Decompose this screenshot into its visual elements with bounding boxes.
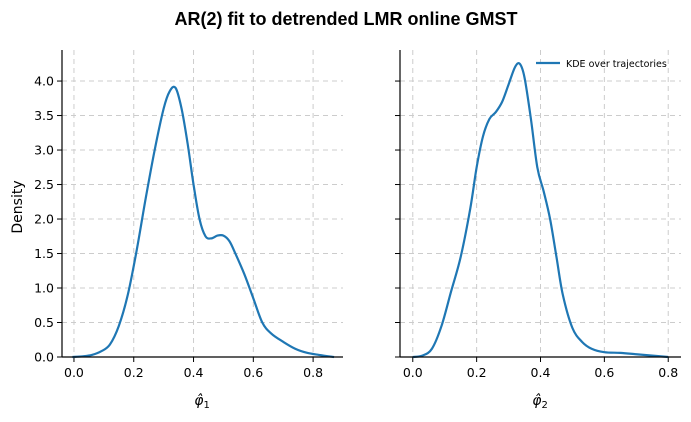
right-series [412,62,669,359]
kde-curve [72,85,335,359]
left-series [72,85,335,359]
right-grid [400,50,681,357]
y-tick-label: 2.5 [34,177,54,192]
x-tick-label: 0.4 [531,365,551,380]
x-tick-label: 0.0 [403,365,423,380]
right-x-axis-label: φ̂2 [532,393,548,411]
right-panel: 0.0 0.2 0.4 0.6 0.8 φ̂2 KDE over trajectorie… [395,50,681,411]
y-tick-label: 0.0 [34,350,54,365]
legend: KDE over trajectories [536,59,667,70]
y-tick-label: 0.5 [34,315,54,330]
x-tick-label: 0.2 [124,365,144,380]
y-tick-label: 3.0 [34,143,54,158]
x-tick-label: 0.2 [467,365,487,380]
x-tick-label: 0.6 [594,365,614,380]
right-axes [399,50,681,358]
y-tick-label: 4.0 [34,74,54,89]
y-tick-label: 2.0 [34,212,54,227]
kde-curve [412,62,669,359]
left-y-axis-label: Density [10,180,26,233]
chart-title: AR(2) fit to detrended LMR online GMST [175,9,518,29]
left-panel: 0.0 0.2 0.4 0.6 0.8 0.0 0.5 1.0 1.5 2.0 2.5 3.0 3.5 4… [10,50,343,411]
left-axes [61,50,343,358]
legend-label: KDE over trajectories [566,59,667,70]
x-tick-label: 0.0 [64,365,84,380]
left-grid [62,50,343,357]
y-tick-label: 3.5 [34,108,54,123]
x-tick-label: 0.8 [658,365,678,380]
y-tick-label: 1.5 [34,246,54,261]
y-tick-label: 1.0 [34,281,54,296]
left-ticks: 0.0 0.2 0.4 0.6 0.8 0.0 0.5 1.0 1.5 2.0 2.5 3.0 3.5 4… [34,74,323,380]
left-x-axis-label: φ̂1 [194,393,210,411]
x-tick-label: 0.4 [184,365,204,380]
x-tick-label: 0.6 [243,365,263,380]
right-ticks: 0.0 0.2 0.4 0.6 0.8 [395,80,678,380]
x-tick-label: 0.8 [303,365,323,380]
